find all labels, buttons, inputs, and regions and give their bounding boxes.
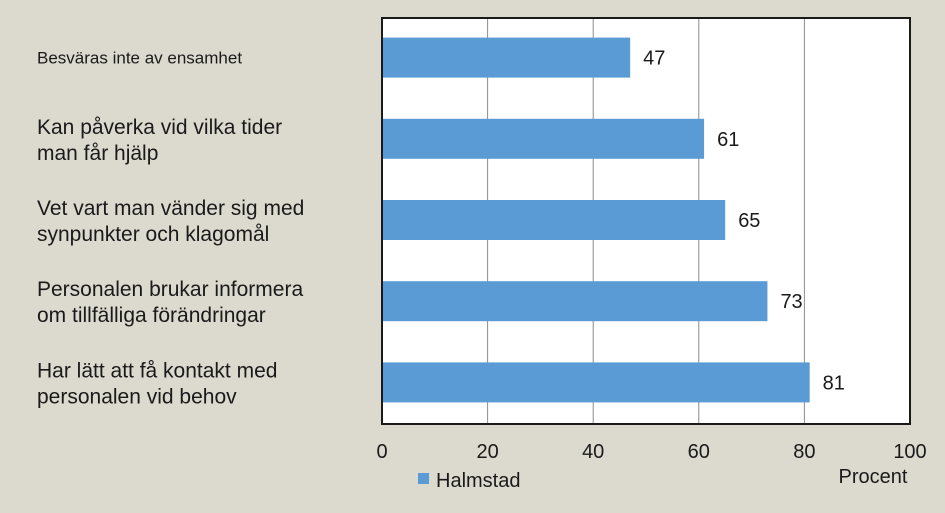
category-label-line: synpunkter och klagomål <box>37 223 269 246</box>
bar <box>383 37 631 78</box>
data-label: 81 <box>823 372 845 394</box>
legend: Halmstad <box>418 470 520 492</box>
x-axis-ticks: 0 20 40 60 80 100 <box>376 441 926 463</box>
legend-swatch <box>418 473 429 484</box>
data-label: 73 <box>780 291 802 313</box>
category-label: Personalen brukar informera om tillfällig… <box>37 278 303 327</box>
legend-label: Halmstad <box>436 470 520 492</box>
data-label: 65 <box>738 210 760 232</box>
x-tick-label: 60 <box>688 441 710 463</box>
data-label: 47 <box>643 48 665 70</box>
category-label-line: personalen vid behov <box>37 385 237 408</box>
category-label-line: Personalen brukar informera <box>37 278 303 301</box>
category-label-line: om tillfälliga förändringar <box>37 304 266 327</box>
bar <box>383 118 705 159</box>
category-label: Har lätt att få kontakt med personalen vi… <box>37 359 277 408</box>
plot-border <box>381 17 911 425</box>
category-label-line: Kan påverka vid vilka tider <box>37 116 282 139</box>
category-label: Besväras inte av ensamhet <box>37 49 242 68</box>
category-labels: Besväras inte av ensamhet Kan påverka vid… <box>37 49 304 409</box>
category-label-line: Besväras inte av ensamhet <box>37 49 242 68</box>
bar <box>383 281 768 322</box>
data-labels: 47 61 65 73 81 <box>643 48 845 395</box>
x-tick-label: 20 <box>476 441 498 463</box>
x-tick-label: 100 <box>893 441 926 463</box>
category-label-line: Vet vart man vänder sig med <box>37 197 304 220</box>
category-label: Vet vart man vänder sig med synpunkter oc… <box>37 197 304 246</box>
bars <box>383 37 810 403</box>
category-label-line: man får hjälp <box>37 142 158 165</box>
x-tick-label: 80 <box>793 441 815 463</box>
bar <box>383 362 810 403</box>
bar <box>383 200 726 240</box>
data-label: 61 <box>717 129 739 151</box>
category-label: Kan påverka vid vilka tider man får hjälp <box>37 116 282 165</box>
category-label-line: Har lätt att få kontakt med <box>37 359 277 382</box>
x-tick-label: 40 <box>582 441 604 463</box>
x-axis-title: Procent <box>839 466 908 488</box>
x-tick-label: 0 <box>376 441 387 463</box>
